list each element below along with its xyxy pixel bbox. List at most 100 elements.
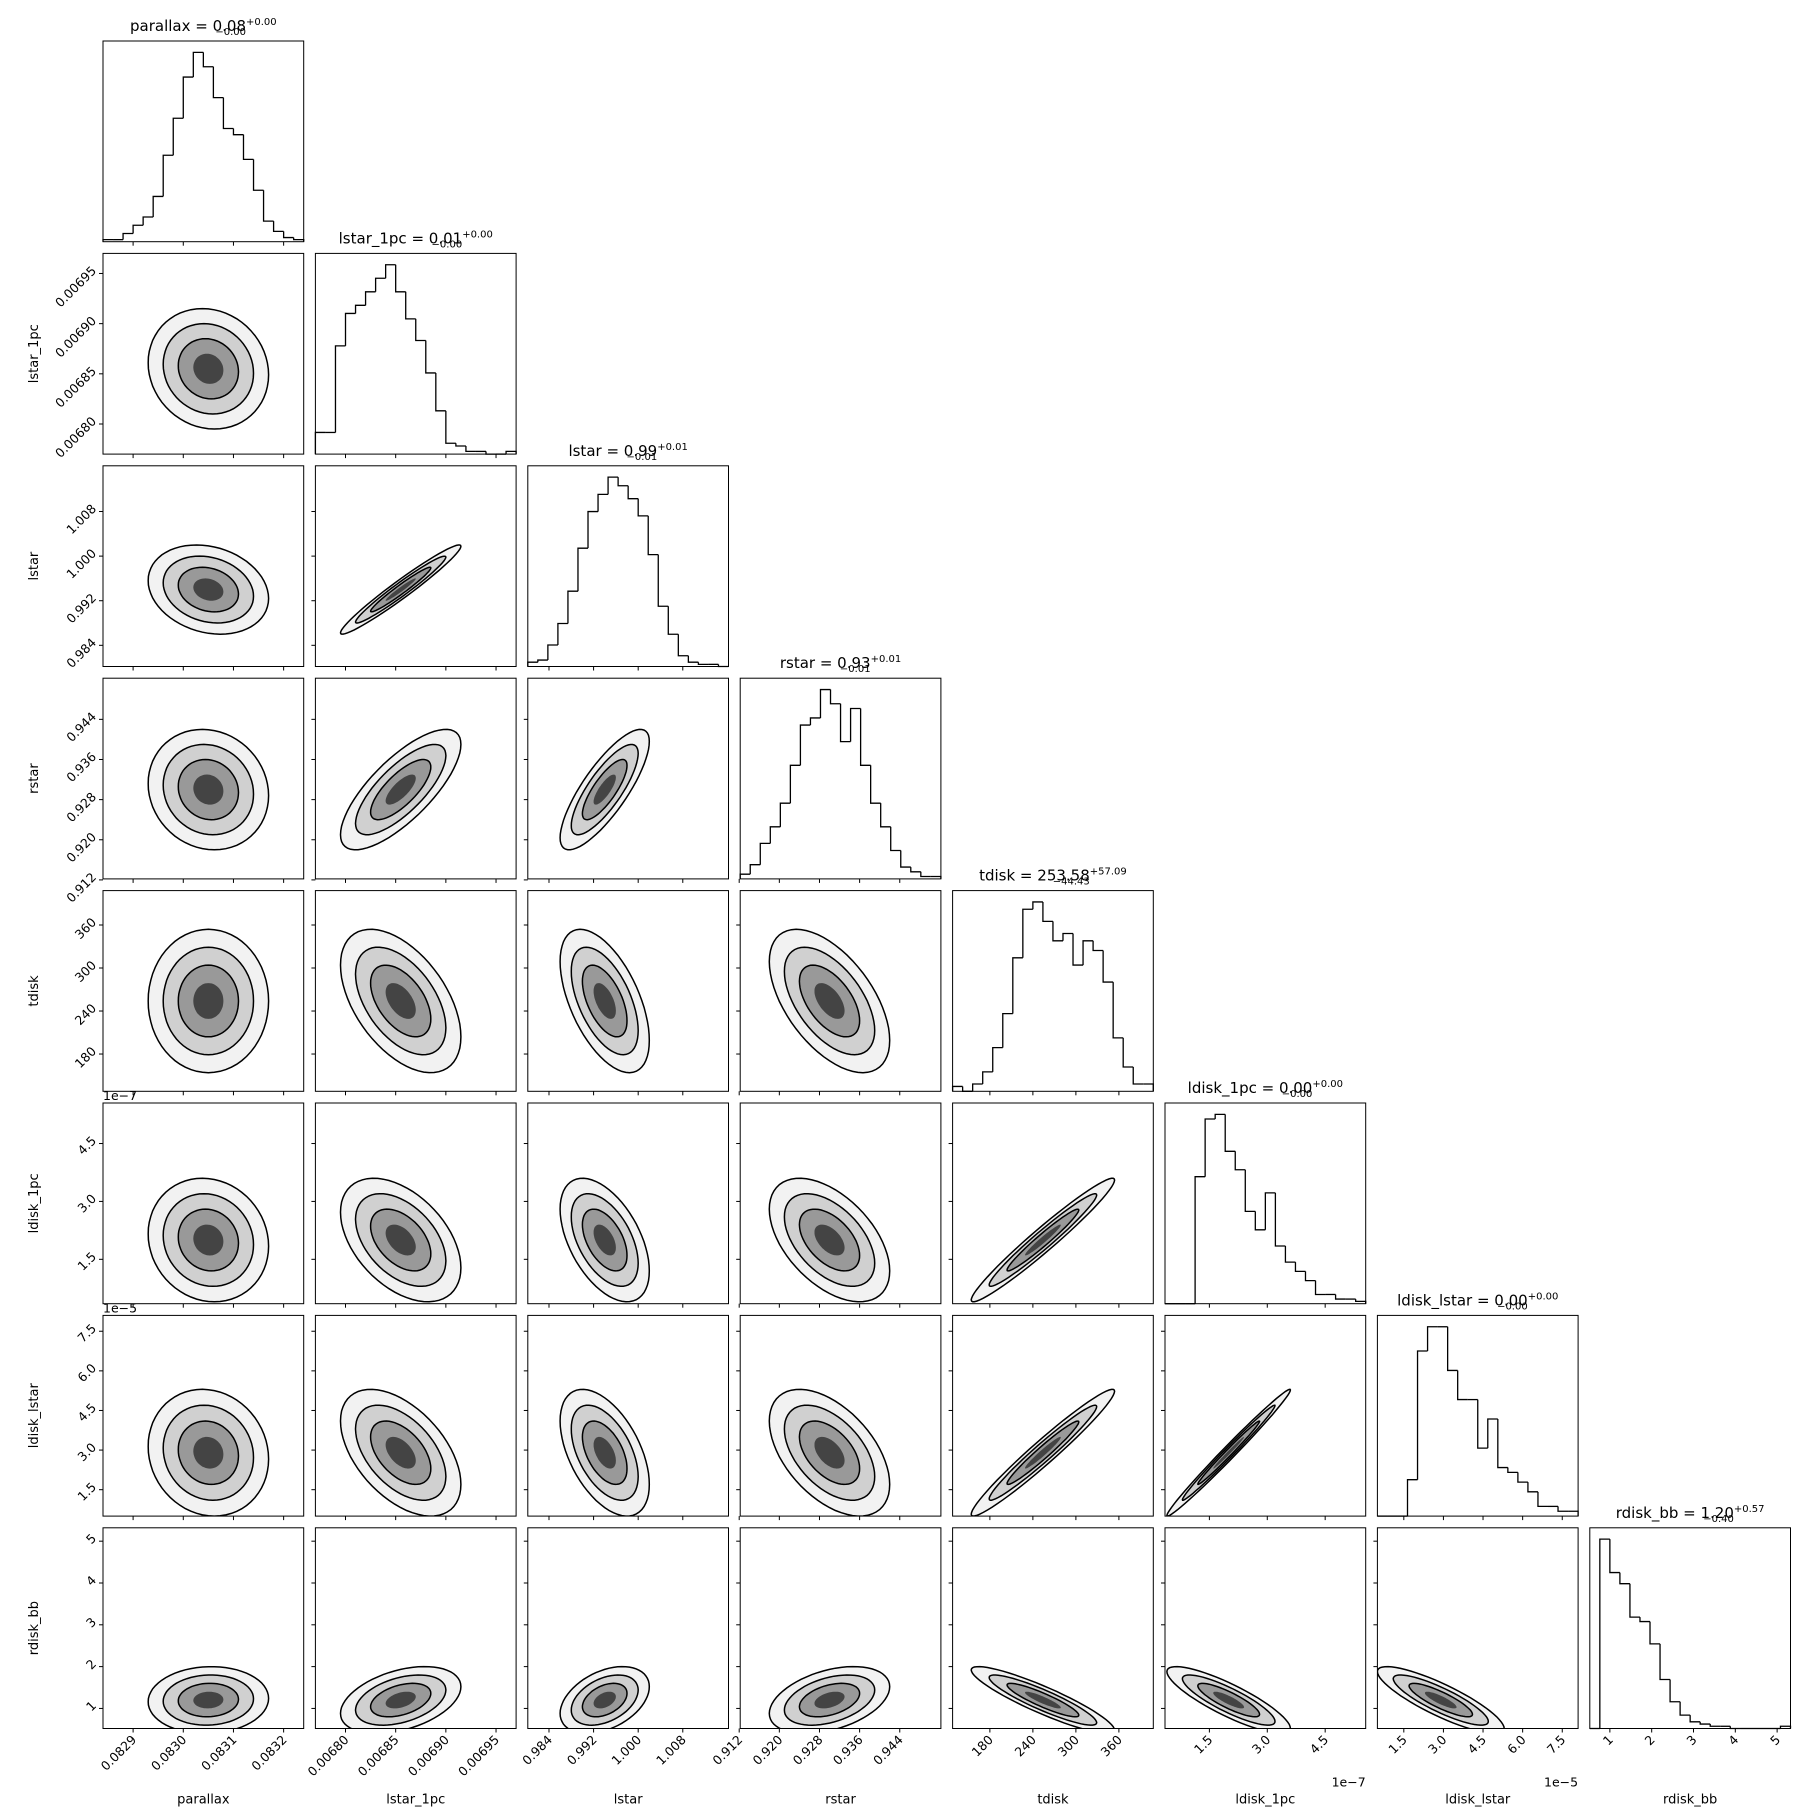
title-text: rstar = 0.93 <box>780 654 871 672</box>
contour <box>593 774 616 805</box>
title-text: ldisk_lstar = 0.00 <box>1397 1291 1528 1310</box>
panel <box>736 1102 942 1308</box>
contours <box>768 1177 891 1303</box>
contours <box>339 1177 462 1303</box>
panel-frame <box>527 1527 729 1730</box>
panel-frame <box>102 1102 305 1305</box>
y-tick-label: 0.00690 <box>52 313 99 360</box>
hist-bin <box>465 445 476 453</box>
hist-bin <box>1122 1037 1134 1068</box>
contour <box>1213 1691 1245 1709</box>
hist-bin <box>617 477 629 487</box>
hist-bin <box>435 372 446 412</box>
hist-bin <box>1334 1294 1346 1300</box>
x-axis-label: lstar_1pc <box>386 1793 445 1808</box>
hist-bin <box>415 318 426 342</box>
x-tick-label: 0.00685 <box>355 1732 402 1779</box>
hist-bin <box>1234 1151 1246 1171</box>
hist-bin <box>1112 982 1124 1039</box>
panel-frame <box>102 40 305 243</box>
y-tick-label: 1 <box>83 1698 99 1714</box>
y-tick-label: 0.00685 <box>52 363 99 410</box>
y-tick-label: 1.008 <box>63 501 99 537</box>
hist-bin <box>527 661 538 667</box>
contour <box>193 578 224 601</box>
panel-title: rstar = 0.93+0.01 −0.01 <box>780 654 901 675</box>
hist-bin <box>1709 1724 1721 1727</box>
panel: ldisk_1pc = 0.00+0.00 −0.00 <box>1164 1079 1367 1308</box>
contours <box>970 1177 1116 1303</box>
panel <box>948 1102 1154 1308</box>
contour <box>593 1436 616 1469</box>
contours <box>1377 1665 1505 1729</box>
hist-bin <box>961 1086 973 1092</box>
x-tick-label: 1.008 <box>653 1732 689 1768</box>
contours <box>768 1665 891 1729</box>
x-tick-label: 0.0829 <box>98 1732 140 1774</box>
title-minus: −0.00 <box>432 239 463 250</box>
panel <box>523 1102 729 1308</box>
x-tick-label: 1.000 <box>608 1732 644 1768</box>
x-axis-label: ldisk_1pc <box>1235 1793 1295 1808</box>
hist-bin <box>1204 1118 1216 1177</box>
hist-bin <box>344 312 356 346</box>
y-axis-label: lstar_1pc <box>27 324 42 383</box>
panel-frame <box>1164 1314 1367 1517</box>
contour <box>193 1691 224 1709</box>
x-offset-text: 1e−5 <box>1544 1775 1578 1790</box>
panel <box>523 677 729 883</box>
x-tick-label: 4 <box>1725 1732 1741 1748</box>
hist-bin <box>1042 901 1053 923</box>
contours <box>1166 1388 1292 1517</box>
panel <box>311 465 517 671</box>
y-tick-label: 3.0 <box>74 1440 99 1465</box>
panel-frame <box>527 890 729 1092</box>
contour <box>1424 1691 1457 1709</box>
hist-bin <box>1355 1299 1367 1304</box>
y-tick-label: 0.912 <box>63 869 99 905</box>
title-text: tdisk = 253.58 <box>979 867 1090 885</box>
panel-frame <box>314 1314 517 1517</box>
hist-bin <box>749 864 761 875</box>
panel <box>523 1314 729 1521</box>
contours <box>559 1388 651 1517</box>
hist-bin <box>859 708 871 766</box>
hist-bin <box>1689 1715 1701 1723</box>
y-tick-label: 4 <box>83 1572 99 1588</box>
hist-bin <box>1022 908 1033 958</box>
title-plus: +0.00 <box>246 17 277 28</box>
hist-bin <box>1557 1506 1569 1512</box>
y-tick-label: 0.00695 <box>52 263 99 310</box>
hist-bin <box>900 850 911 868</box>
contours <box>559 928 651 1074</box>
y-tick-label: 0.984 <box>63 635 99 671</box>
contours <box>339 1388 462 1517</box>
x-tick-label: 3.0 <box>1425 1732 1450 1757</box>
x-tick-label: 7.5 <box>1544 1732 1569 1757</box>
x-tick-label: 5 <box>1767 1732 1783 1748</box>
hist-bin <box>627 485 639 500</box>
hist-bin <box>1477 1399 1488 1449</box>
x-tick-label: 0.0831 <box>198 1732 240 1774</box>
title-plus: +0.01 <box>871 654 902 665</box>
hist-bin <box>374 277 386 292</box>
hist-bin <box>1012 957 1023 1014</box>
title-plus: +0.57 <box>1734 1504 1765 1515</box>
contours <box>768 928 891 1074</box>
hist-bin <box>1143 1083 1154 1092</box>
title-text: ldisk_1pc = 0.00 <box>1188 1079 1313 1098</box>
x-tick-label: 6.0 <box>1504 1732 1529 1757</box>
contour <box>593 1691 616 1709</box>
hist-bin <box>1487 1418 1498 1449</box>
hist-bin <box>1264 1192 1276 1230</box>
hist-bin <box>1244 1169 1256 1212</box>
panel-frame <box>314 465 517 667</box>
panel-title: ldisk_1pc = 0.00+0.00 −0.00 <box>1188 1079 1343 1100</box>
y-tick-label: 7.5 <box>74 1321 99 1346</box>
y-tick-label: 1.000 <box>63 546 99 582</box>
hist-bin <box>142 216 154 226</box>
contour <box>193 774 224 805</box>
contours <box>970 1388 1116 1517</box>
hist-bin <box>1406 1479 1418 1517</box>
